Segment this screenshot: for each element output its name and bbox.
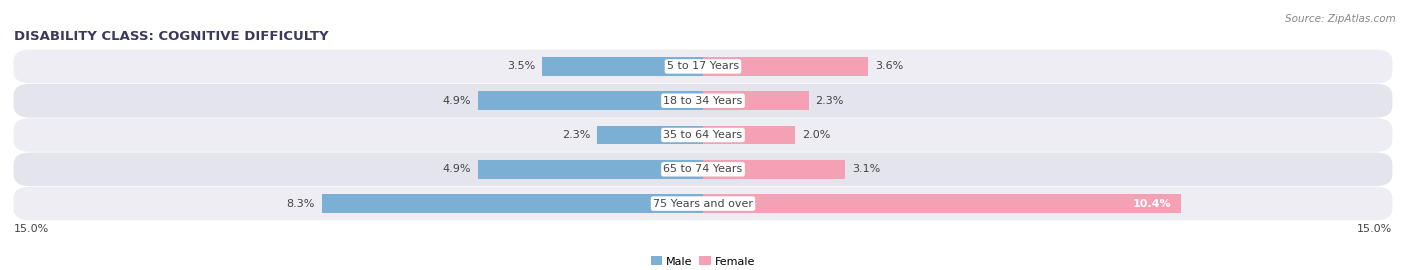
Bar bbox=[703, 160, 845, 179]
Text: 5 to 17 Years: 5 to 17 Years bbox=[666, 62, 740, 72]
Bar bbox=[598, 126, 703, 144]
Bar bbox=[703, 57, 869, 76]
FancyBboxPatch shape bbox=[14, 50, 1392, 83]
FancyBboxPatch shape bbox=[14, 118, 1392, 152]
Text: 4.9%: 4.9% bbox=[443, 164, 471, 174]
FancyBboxPatch shape bbox=[14, 187, 1392, 220]
Text: 10.4%: 10.4% bbox=[1133, 198, 1171, 208]
Text: 8.3%: 8.3% bbox=[287, 198, 315, 208]
Bar bbox=[703, 91, 808, 110]
Text: 3.1%: 3.1% bbox=[852, 164, 880, 174]
Text: Source: ZipAtlas.com: Source: ZipAtlas.com bbox=[1285, 14, 1396, 23]
FancyBboxPatch shape bbox=[14, 84, 1392, 117]
Bar bbox=[703, 194, 1181, 213]
Bar bbox=[703, 126, 794, 144]
FancyBboxPatch shape bbox=[14, 153, 1392, 186]
Bar bbox=[478, 91, 703, 110]
Text: 35 to 64 Years: 35 to 64 Years bbox=[664, 130, 742, 140]
Text: 3.6%: 3.6% bbox=[875, 62, 904, 72]
Text: 2.0%: 2.0% bbox=[801, 130, 830, 140]
Text: 15.0%: 15.0% bbox=[14, 224, 49, 234]
Text: 4.9%: 4.9% bbox=[443, 96, 471, 106]
Legend: Male, Female: Male, Female bbox=[647, 252, 759, 270]
Text: 65 to 74 Years: 65 to 74 Years bbox=[664, 164, 742, 174]
Text: 18 to 34 Years: 18 to 34 Years bbox=[664, 96, 742, 106]
Text: 3.5%: 3.5% bbox=[508, 62, 536, 72]
Text: 75 Years and over: 75 Years and over bbox=[652, 198, 754, 208]
Text: DISABILITY CLASS: COGNITIVE DIFFICULTY: DISABILITY CLASS: COGNITIVE DIFFICULTY bbox=[14, 31, 329, 43]
Text: 15.0%: 15.0% bbox=[1357, 224, 1392, 234]
Text: 2.3%: 2.3% bbox=[815, 96, 844, 106]
Bar bbox=[478, 160, 703, 179]
Bar bbox=[322, 194, 703, 213]
Text: 2.3%: 2.3% bbox=[562, 130, 591, 140]
Bar bbox=[543, 57, 703, 76]
